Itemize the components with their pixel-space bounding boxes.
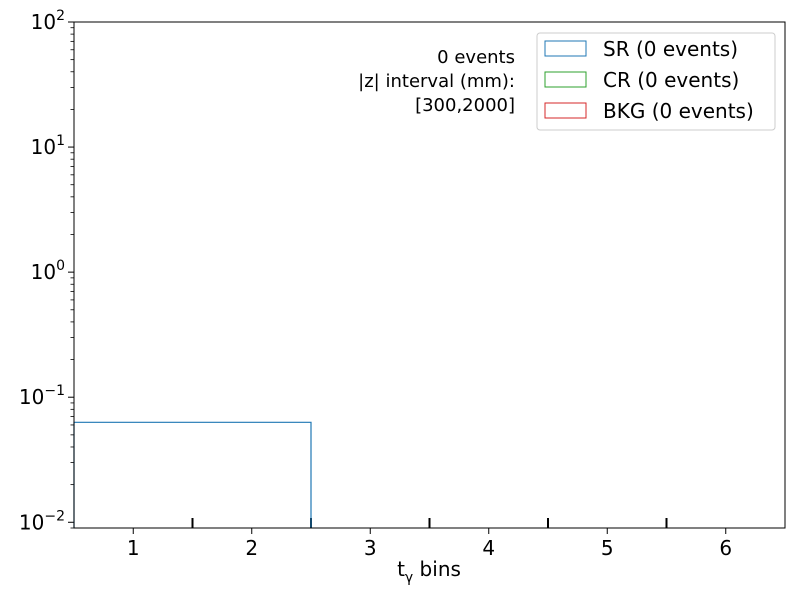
y-tick-label-exponent: −2 — [44, 508, 65, 524]
x-tick-label: 2 — [245, 536, 258, 560]
y-tick-label: 10−2 — [19, 508, 65, 534]
y-minor-ticks — [70, 27, 74, 529]
annotation-line-2: |z| interval (mm): — [358, 71, 515, 92]
x-tick-label: 4 — [482, 536, 495, 560]
legend-swatch-bkg — [544, 102, 587, 119]
legend-frame — [536, 32, 776, 131]
y-tick-label-base: 10 — [31, 135, 56, 159]
x-axis-label-main: t — [397, 557, 405, 581]
legend-swatch-sr — [544, 40, 587, 57]
x-tick-label: 1 — [127, 536, 140, 560]
x-axis-label: tγ bins — [397, 557, 461, 586]
y-tick-label-base: 10 — [31, 10, 56, 34]
annotation-box: 0 events |z| interval (mm): [300,2000] — [358, 47, 515, 116]
legend-label-cr: CR (0 events) — [603, 68, 739, 92]
y-tick-label-base: 10 — [31, 260, 56, 284]
y-tick-label: 10−1 — [19, 383, 65, 409]
x-tick-label: 5 — [601, 536, 614, 560]
legend-label-bkg: BKG (0 events) — [603, 99, 754, 123]
annotation-line-1: 0 events — [437, 47, 515, 68]
y-tick-label: 101 — [31, 133, 65, 159]
y-tick-label-base: 10 — [19, 510, 44, 534]
y-tick-label: 102 — [31, 8, 65, 34]
y-tick-label: 100 — [31, 258, 65, 284]
y-tick-label-exponent: 1 — [56, 133, 65, 149]
x-tick-label: 6 — [719, 536, 732, 560]
annotation-line-3: [300,2000] — [415, 95, 515, 116]
x-axis-label-sub: γ — [405, 570, 413, 586]
y-tick-label-exponent: 0 — [56, 258, 65, 274]
plot-frame — [73, 21, 786, 529]
x-axis-label-rest: bins — [413, 557, 461, 581]
legend-swatch-cr — [544, 71, 587, 88]
y-tick-label-exponent: −1 — [44, 383, 65, 399]
y-tick-label-base: 10 — [19, 385, 44, 409]
x-tick-label: 3 — [364, 536, 377, 560]
legend: SR (0 events) CR (0 events) BKG (0 event… — [536, 32, 776, 131]
legend-label-sr: SR (0 events) — [603, 37, 738, 61]
y-tick-label-exponent: 2 — [56, 8, 65, 24]
x-ticks: 1 2 3 4 5 6 — [127, 528, 732, 560]
